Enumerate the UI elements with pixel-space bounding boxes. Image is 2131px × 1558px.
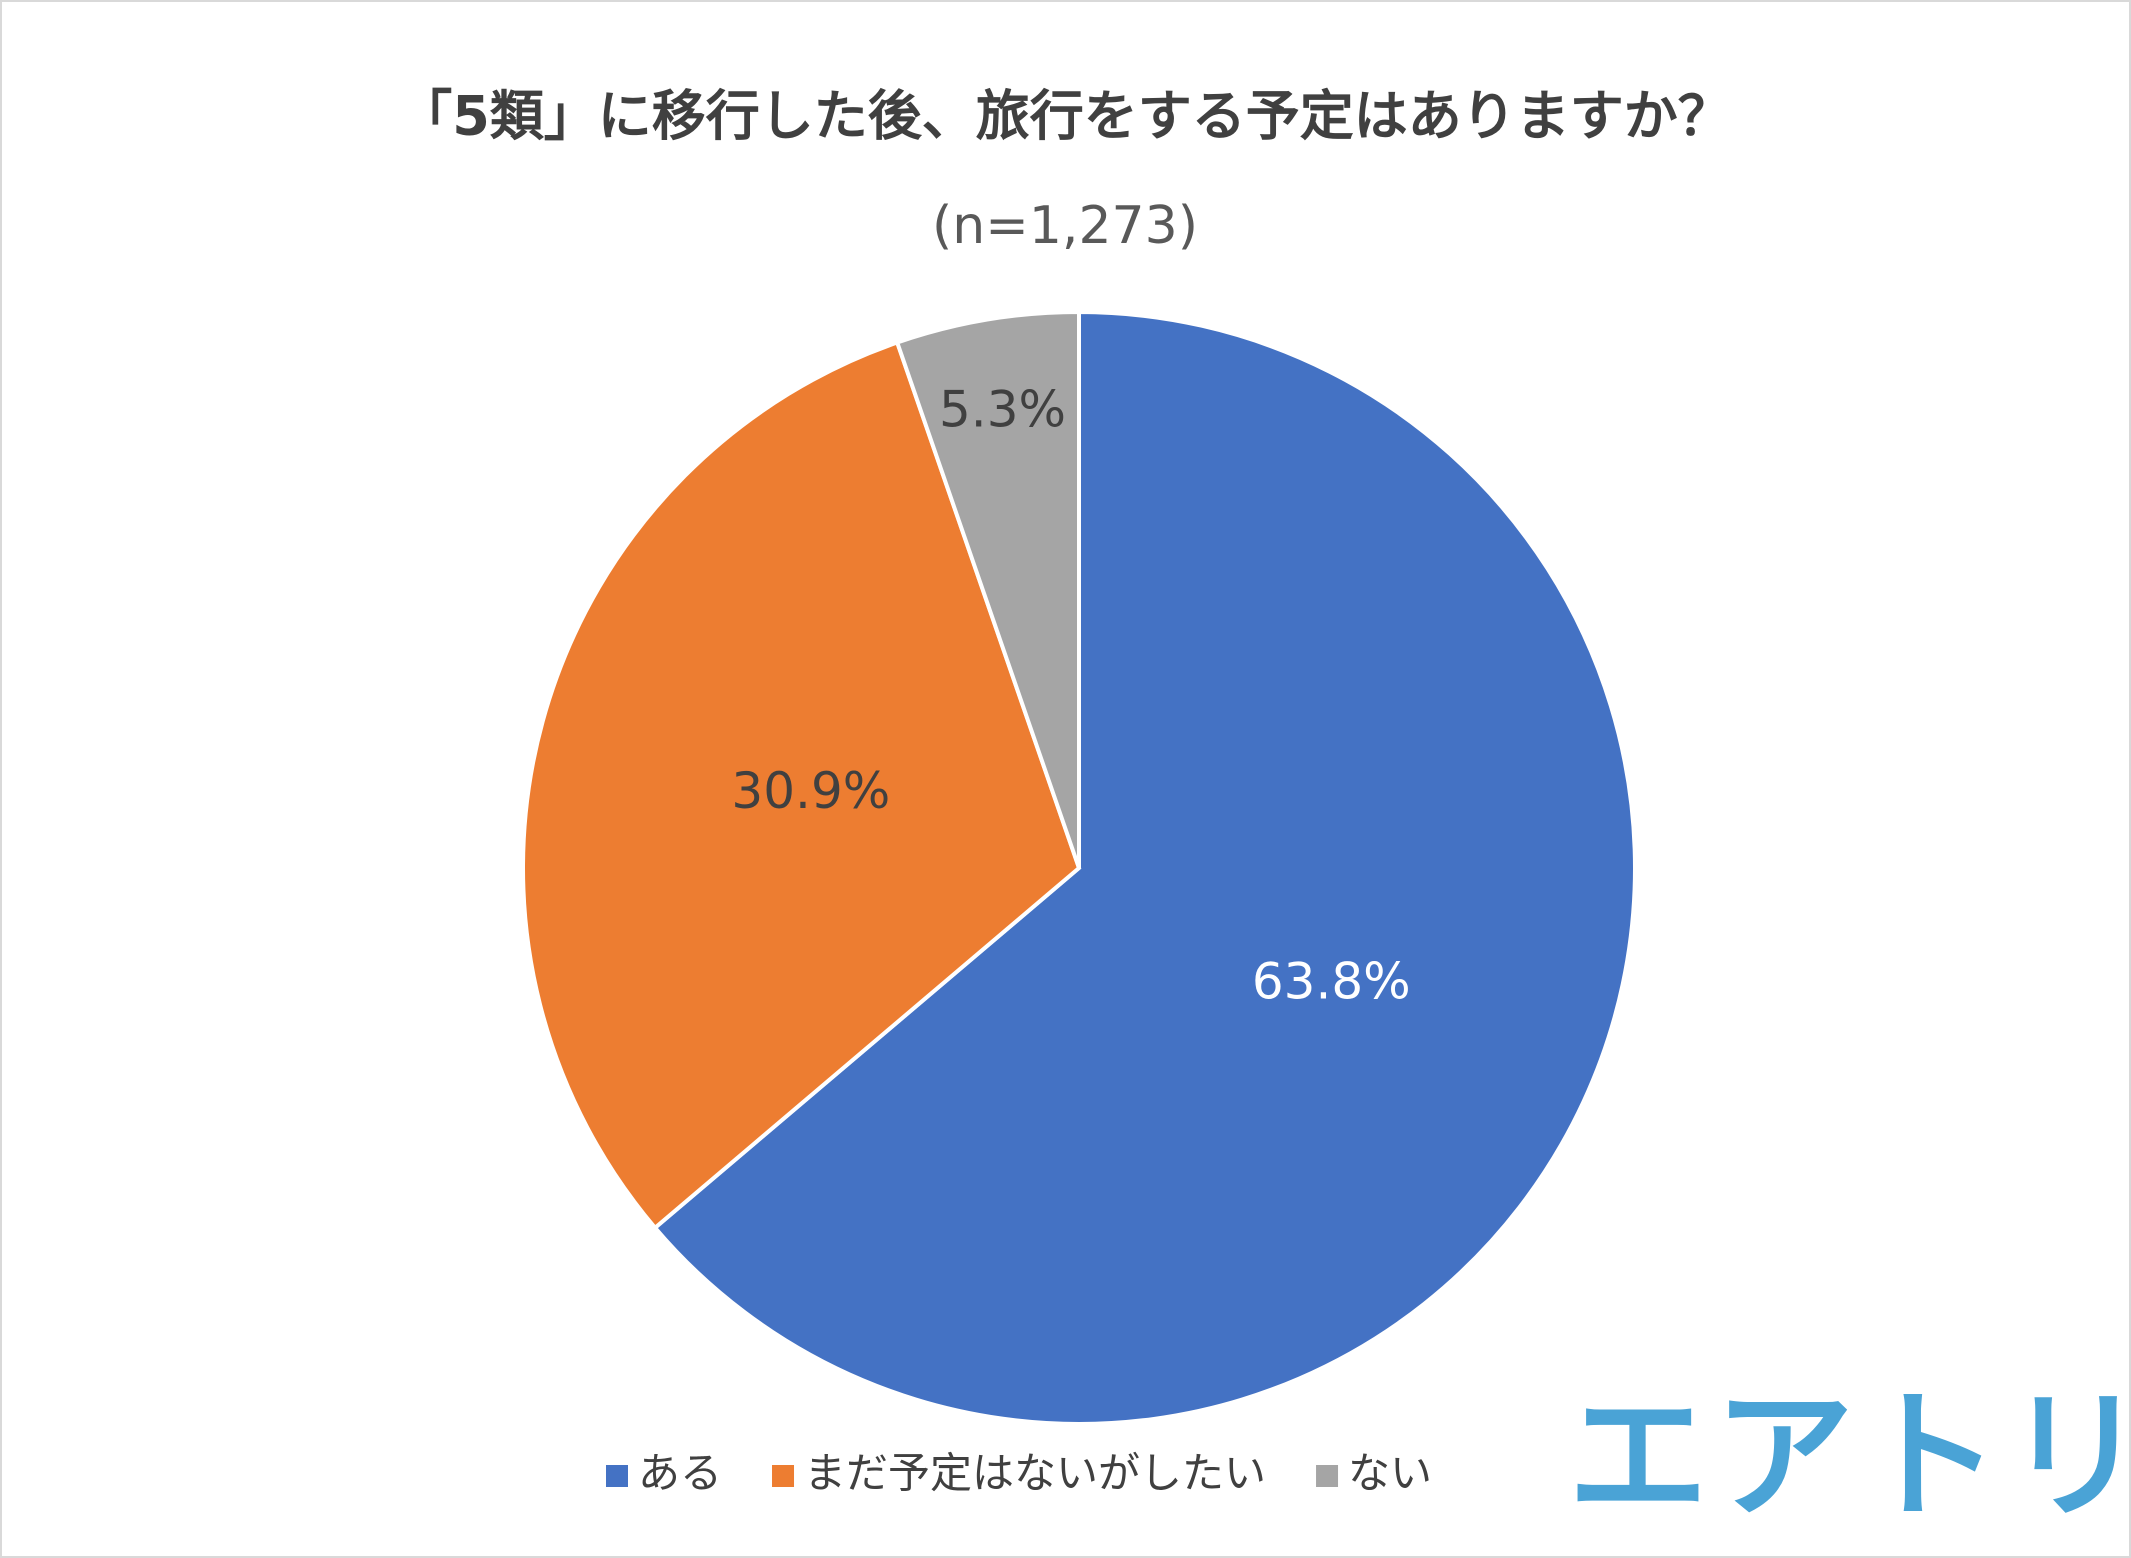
logo: エアトリ — [1568, 1376, 2131, 1539]
pie-slice — [521, 339, 1082, 1231]
legend-label: ない — [1348, 1449, 1432, 1498]
data-label: 63.8% — [1252, 952, 1411, 1010]
data-label: 30.9% — [731, 762, 890, 820]
chart-subtitle: (n=1,273) — [932, 196, 1198, 256]
chart-title: 「5類」に移行した後、旅行をする予定はありますか？ — [398, 85, 1732, 148]
pie-slice — [652, 309, 1637, 1426]
pie-slice — [894, 309, 1081, 869]
legend-label: まだ予定はないがしたい — [804, 1449, 1266, 1498]
legend-swatch — [772, 1465, 795, 1487]
data-label: 5.3% — [939, 380, 1066, 438]
legend-swatch — [606, 1465, 628, 1487]
legend-label: ある — [638, 1449, 722, 1498]
legend-swatch — [1316, 1465, 1339, 1487]
